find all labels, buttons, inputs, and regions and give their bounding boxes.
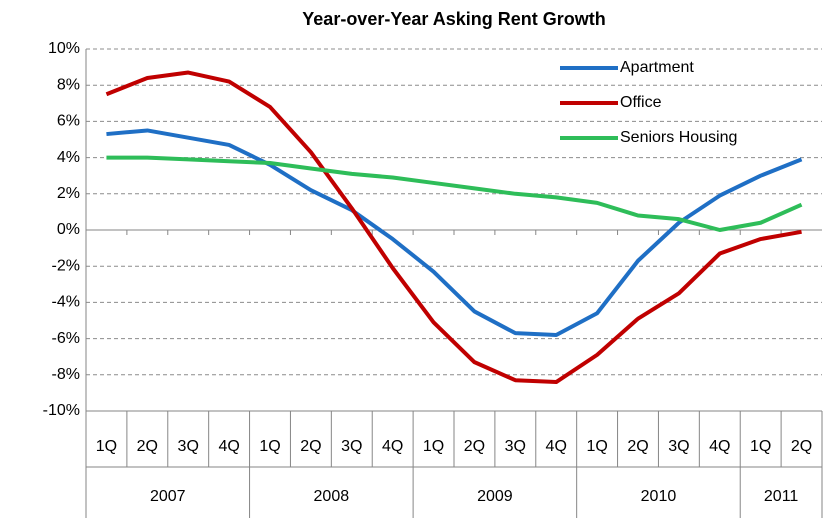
y-tick-label: 8% bbox=[57, 76, 80, 93]
y-tick-label: 10% bbox=[48, 40, 80, 57]
y-tick-label: 2% bbox=[57, 185, 80, 202]
y-tick-label: 4% bbox=[57, 149, 80, 166]
y-tick-label: 6% bbox=[57, 113, 80, 130]
y-tick-label: -4% bbox=[52, 294, 80, 311]
x-tick-label: 3Q bbox=[341, 438, 362, 455]
x-tick-label: 1Q bbox=[259, 438, 280, 455]
x-tick-label: 4Q bbox=[546, 438, 567, 455]
group-label: 2008 bbox=[314, 488, 350, 505]
y-tick-label: -2% bbox=[52, 257, 80, 274]
y-tick-label: 0% bbox=[57, 221, 80, 238]
x-tick-label: 1Q bbox=[586, 438, 607, 455]
x-tick-label: 2Q bbox=[137, 438, 158, 455]
x-tick-label: 4Q bbox=[218, 438, 239, 455]
y-tick-label: -6% bbox=[52, 330, 80, 347]
x-tick-label: 2Q bbox=[627, 438, 648, 455]
y-tick-label: -10% bbox=[43, 402, 80, 419]
y-tick-label: -8% bbox=[52, 366, 80, 383]
chart-title: Year-over-Year Asking Rent Growth bbox=[302, 9, 605, 29]
group-label: 2011 bbox=[764, 488, 799, 505]
x-tick-label: 3Q bbox=[505, 438, 526, 455]
x-tick-label: 3Q bbox=[668, 438, 689, 455]
group-label: 2010 bbox=[641, 488, 677, 505]
group-label: 2007 bbox=[150, 488, 186, 505]
x-tick-label: 1Q bbox=[96, 438, 117, 455]
x-tick-label: 2Q bbox=[791, 438, 812, 455]
x-tick-label: 4Q bbox=[382, 438, 403, 455]
series-line bbox=[106, 155, 803, 232]
x-tick-label: 1Q bbox=[423, 438, 444, 455]
x-tick-label: 3Q bbox=[178, 438, 199, 455]
group-label: 2009 bbox=[477, 488, 513, 505]
x-tick-label: 1Q bbox=[750, 438, 771, 455]
x-tick-label: 2Q bbox=[464, 438, 485, 455]
series-line bbox=[105, 70, 802, 385]
x-tick-label: 2Q bbox=[300, 438, 321, 455]
legend-label: Seniors Housing bbox=[620, 129, 737, 146]
legend-label: Office bbox=[620, 94, 662, 111]
x-tick-label: 4Q bbox=[709, 438, 730, 455]
series-line bbox=[106, 128, 803, 337]
legend-label: Apartment bbox=[620, 59, 694, 76]
